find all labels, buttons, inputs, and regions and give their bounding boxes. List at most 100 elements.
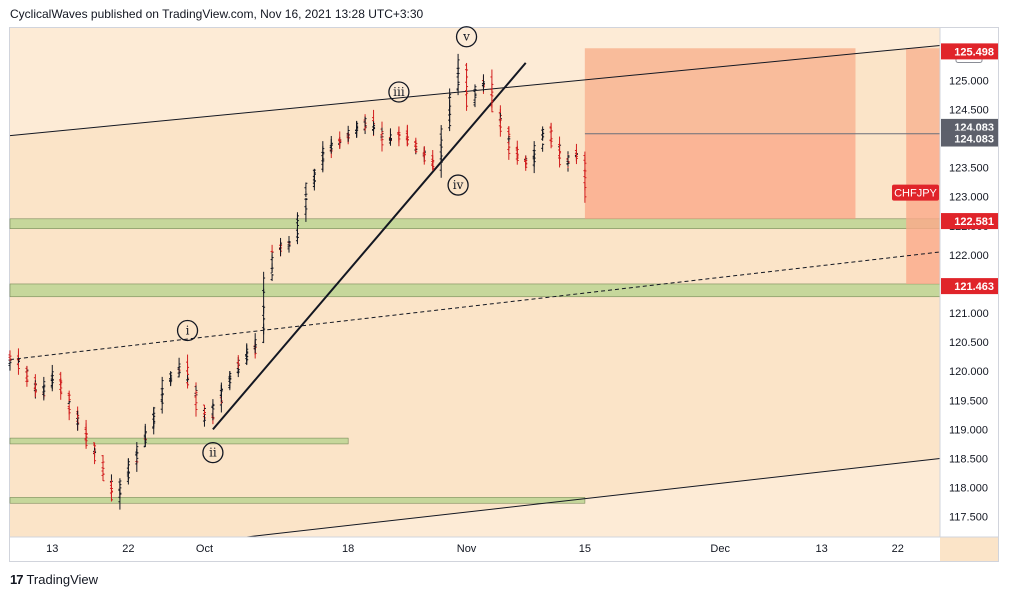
- ohlc-bar: [16, 363, 20, 375]
- ohlc-bar: [448, 88, 452, 99]
- support-zone-1: [9, 283, 941, 298]
- ohlc-bar: [177, 357, 181, 369]
- ohlc-bar: [152, 406, 156, 417]
- ohlc-bar: [287, 235, 291, 244]
- x-tick-label: Oct: [196, 543, 213, 555]
- ohlc-bar: [481, 74, 485, 92]
- x-tick-label: 15: [579, 543, 591, 555]
- ohlc-bar: [228, 371, 232, 381]
- ohlc-bar: [50, 364, 54, 378]
- ohlc-bar: [59, 388, 63, 400]
- time-axis: [10, 537, 940, 561]
- ohlc-bar: [93, 450, 97, 465]
- x-tick-label: 22: [892, 543, 904, 555]
- ohlc-bar: [42, 376, 46, 391]
- ohlc-bar: [126, 458, 130, 469]
- ohlc-bar: [490, 99, 494, 113]
- ohlc-bar: [422, 148, 426, 165]
- ohlc-bar: [372, 122, 376, 133]
- ohlc-bar: [253, 333, 257, 354]
- ohlc-bar: [312, 169, 316, 172]
- ohlc-bar: [583, 182, 587, 203]
- ohlc-bar: [380, 135, 384, 152]
- ohlc-bar: [549, 136, 553, 149]
- ohlc-bar: [67, 401, 71, 405]
- ohlc-bar: [566, 154, 570, 167]
- tradingview-logo-icon: 17: [10, 572, 24, 587]
- ohlc-bar: [304, 182, 308, 191]
- wave-label-0: ⅰ: [186, 323, 190, 337]
- ohlc-bar: [262, 271, 266, 294]
- x-tick-label: 22: [122, 543, 134, 555]
- price-label-1: 125.498: [954, 46, 994, 58]
- price-label-1-box: [941, 43, 998, 60]
- ohlc-bar: [473, 84, 477, 97]
- y-tick-label: 119.500: [949, 395, 988, 407]
- ohlc-bar: [270, 273, 274, 282]
- tradingview-brand: TradingView: [26, 572, 99, 587]
- wave-label-0-circle: [176, 319, 199, 342]
- y-tick-label: 117.500: [949, 512, 988, 524]
- price-label-3-box: [941, 130, 998, 147]
- x-tick-label: 13: [816, 543, 828, 555]
- channel-outer-band-bottom: [10, 458, 940, 537]
- ohlc-bar: [405, 132, 409, 146]
- wave-label-1-circle: [202, 442, 224, 464]
- price-bars: [8, 53, 587, 510]
- target-zone-upper-0: [584, 48, 856, 134]
- wave-label-4-circle: [455, 26, 478, 48]
- x-tick-label: 18: [342, 543, 354, 555]
- trendline-line: [212, 62, 527, 431]
- ohlc-bar: [25, 375, 29, 387]
- ohlc-bar: [295, 212, 299, 221]
- wave-label-2-circle: [388, 81, 410, 103]
- ohlc-bar: [388, 128, 392, 145]
- ohlc-bar: [515, 155, 519, 165]
- ohlc-bar: [211, 399, 215, 410]
- ohlc-bar: [245, 343, 249, 361]
- ohlc-bar: [202, 414, 206, 427]
- ohlc-bar: [338, 139, 342, 150]
- y-tick-label: 118.000: [949, 483, 988, 495]
- ohlc-bar: [76, 418, 80, 431]
- ohlc-bar: [50, 378, 54, 382]
- price-label-4-box: [941, 213, 998, 230]
- x-tick-label: Dec: [710, 543, 730, 555]
- tradingview-footer: 17 TradingView: [10, 572, 98, 587]
- ohlc-bar: [135, 442, 139, 454]
- ohlc-bar: [118, 478, 122, 485]
- y-tick-label: 119.000: [949, 424, 988, 436]
- ohlc-bar: [439, 125, 443, 140]
- y-tick-label: 123.000: [949, 192, 989, 204]
- ohlc-bar: [346, 125, 350, 142]
- ohlc-bar: [456, 53, 460, 77]
- ohlc-bar: [143, 425, 147, 444]
- publish-info: CyclicalWaves published on TradingView.c…: [10, 7, 424, 21]
- ohlc-bar: [321, 141, 325, 156]
- ohlc-bar: [414, 144, 418, 153]
- support-zone-0: [9, 218, 941, 229]
- ohlc-bar: [279, 237, 283, 257]
- ohlc-bar: [431, 159, 435, 171]
- y-tick-label: 125.000: [949, 75, 989, 87]
- support-zone-3: [9, 497, 586, 504]
- ohlc-bar: [186, 382, 190, 389]
- ohlc-bar: [236, 355, 240, 369]
- ohlc-bar: [397, 126, 401, 140]
- ohlc-bar: [194, 398, 198, 417]
- ohlc-bar: [33, 382, 37, 398]
- ohlc-bar: [135, 455, 139, 472]
- ohlc-bar: [67, 404, 71, 421]
- ohlc-bar: [160, 376, 164, 394]
- symbol-tag: CHFJPY: [894, 188, 937, 200]
- ohlc-bar: [498, 125, 502, 137]
- dashed-median-line: [9, 251, 941, 361]
- price-label-4: 122.581: [954, 216, 994, 228]
- x-tick-label: 13: [46, 543, 58, 555]
- ohlc-bar: [84, 433, 88, 447]
- ohlc-bar: [574, 143, 578, 161]
- ohlc-bar: [8, 350, 12, 361]
- symbol-tag-box: [892, 184, 939, 201]
- ohlc-bar: [507, 145, 511, 160]
